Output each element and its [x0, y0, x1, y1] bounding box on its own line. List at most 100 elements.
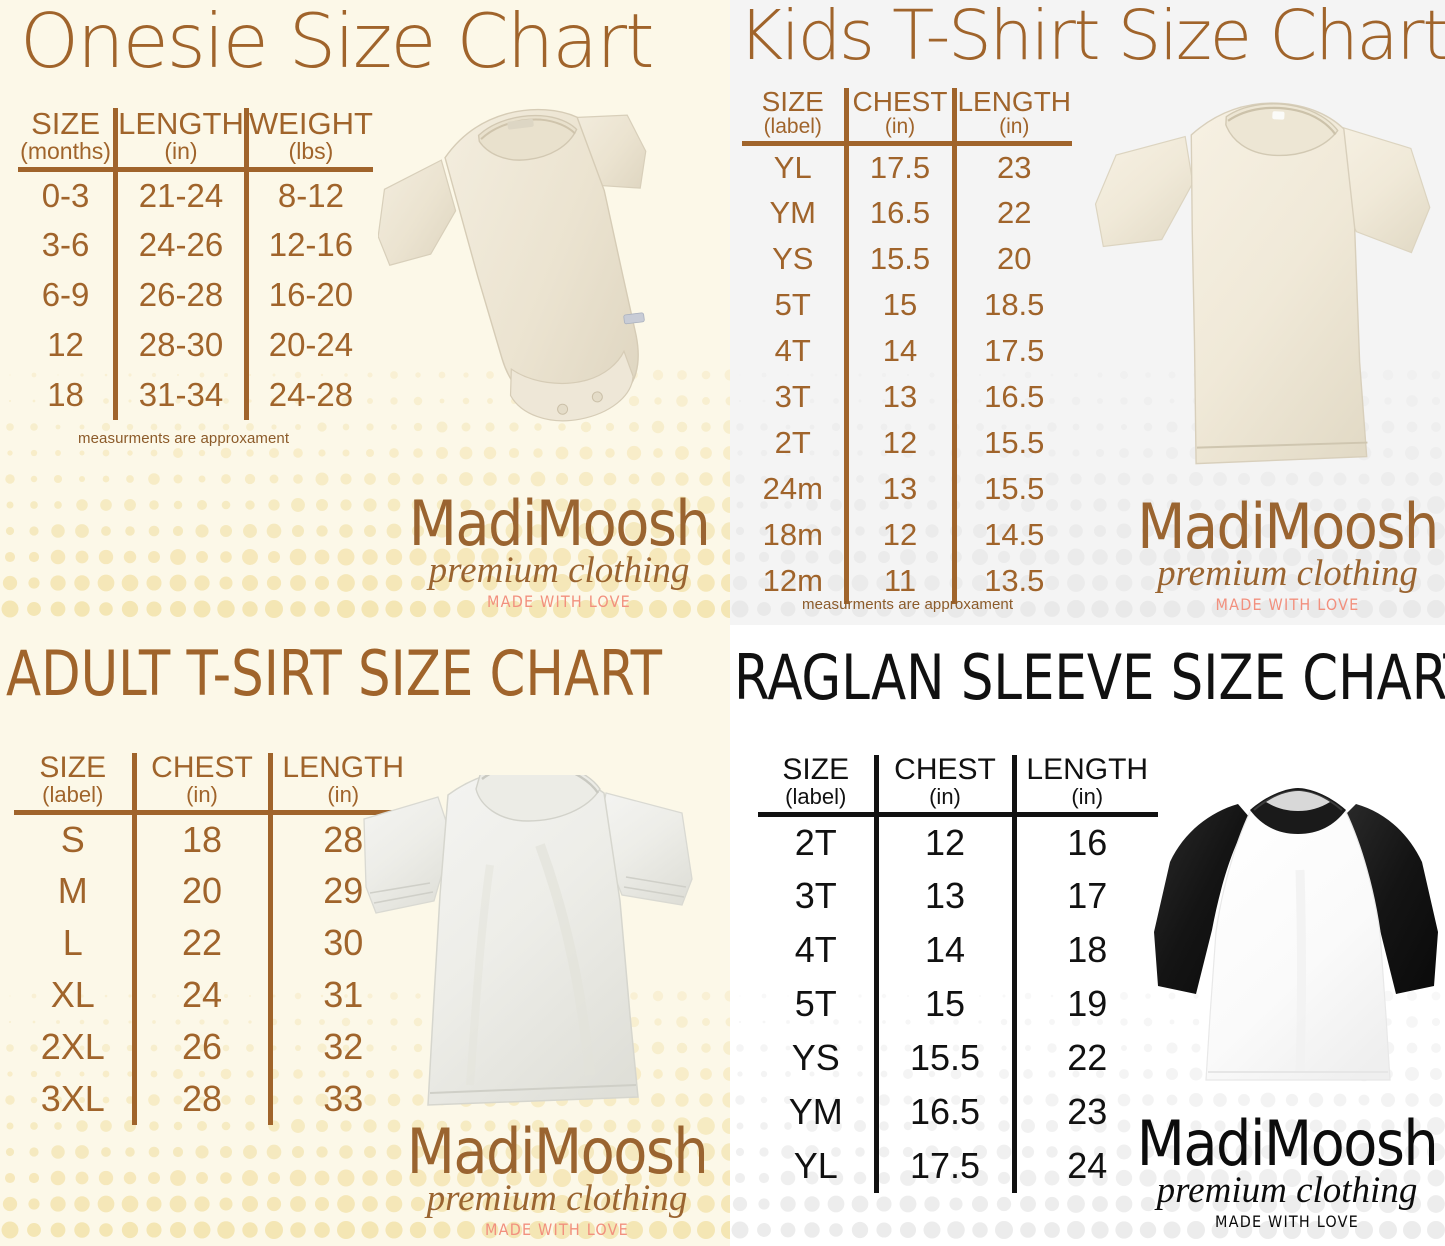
table-header-row: SIZE (label) CHEST (in) LENGTH (in) — [14, 753, 414, 816]
cell-measure-1: 31-34 — [113, 369, 247, 420]
cell-size: 3-6 — [41, 226, 90, 264]
col-header-size: SIZE (label) — [758, 755, 876, 818]
panel-raglan-title: RAGLAN SLEEVE SIZE CHART — [734, 641, 1445, 714]
cell-measure-1: 16.5 — [843, 189, 954, 236]
cell-measure-2: 16.5 — [951, 373, 1072, 420]
col-header-chest: CHEST (in) — [843, 88, 954, 147]
col-header-size: SIZE (months) — [18, 108, 116, 173]
cell-size: 3XL — [40, 1077, 105, 1119]
cell-measure-2: 8-12 — [243, 169, 373, 220]
brand-logo-adult: MadiMoosh premium clothing MADE WITH LOV… — [406, 1115, 709, 1239]
cell-size: L — [62, 921, 83, 963]
cell-measure-2: 12-16 — [243, 219, 373, 270]
cell-size: 3T — [794, 874, 837, 916]
cell-measure-2: 16-20 — [243, 269, 373, 320]
cell-size: S — [60, 818, 85, 860]
cell-size: 5T — [794, 982, 837, 1024]
cell-size: 5T — [774, 287, 811, 323]
onesie-approximation-note: measurments are approxament — [78, 430, 290, 447]
table-row: 2XL 26 32 — [14, 1020, 414, 1073]
table-row: 2T 12 16 — [758, 814, 1158, 869]
panel-kids-tshirt: Kids T-Shirt Size Chart SIZE (label) CHE… — [730, 0, 1445, 625]
cell-size: 0-3 — [41, 177, 90, 215]
raglan-garment-image — [1150, 780, 1445, 1110]
cell-measure-2: 23 — [951, 143, 1072, 190]
cell-size: 6-9 — [41, 276, 90, 314]
cell-measure-1: 24-26 — [113, 219, 247, 270]
panel-raglan-sleeve: RAGLAN SLEEVE SIZE CHART SIZE (label) CH… — [730, 625, 1445, 1246]
kids-size-table: SIZE (label) CHEST (in) LENGTH (in) YL 17… — [742, 88, 1072, 604]
onesie-size-table: SIZE (months) LENGTH (in) WEIGHT (lbs) 0… — [18, 108, 373, 420]
table-row: 18m 12 14.5 — [742, 511, 1072, 558]
cell-size: 3T — [774, 379, 811, 415]
cell-measure-2: 15.5 — [951, 465, 1072, 512]
cell-measure-1: 21-24 — [113, 169, 247, 220]
cell-measure-2: 24-28 — [243, 369, 373, 420]
cell-measure-1: 22 — [131, 916, 270, 969]
onesie-table-body: 0-3 21-24 8-12 3-6 24-26 12-16 6-9 26-28 16-20 12… — [18, 169, 373, 420]
cell-measure-1: 15.5 — [843, 235, 954, 282]
cell-measure-2: 18.5 — [951, 281, 1072, 328]
cell-size: 2XL — [40, 1025, 105, 1067]
cell-measure-2: 16 — [1011, 814, 1158, 869]
col-header-size: SIZE (label) — [742, 88, 846, 147]
table-row: YM 16.5 23 — [758, 1084, 1158, 1139]
cell-size: 4T — [774, 333, 811, 369]
cell-size: M — [57, 869, 88, 911]
kids-tee-garment-image — [1085, 95, 1445, 495]
brand-logo-onesie: MadiMoosh premium clothing MADE WITH LOV… — [408, 487, 711, 611]
table-row: 3T 13 17 — [758, 868, 1158, 923]
cell-size: YL — [793, 1144, 838, 1186]
table-row: YM 16.5 22 — [742, 189, 1072, 236]
brand-logo-raglan: MadiMoosh premium clothing MADE WITH LOV… — [1136, 1107, 1439, 1231]
brand-logo-kids: MadiMoosh premium clothing MADE WITH LOV… — [1137, 490, 1439, 614]
cell-measure-2: 18 — [1011, 922, 1158, 977]
col-header-length: LENGTH (in) — [267, 753, 414, 816]
cell-measure-2: 15.5 — [951, 419, 1072, 466]
cell-size: 18 — [47, 376, 84, 414]
table-header-row: SIZE (months) LENGTH (in) WEIGHT (lbs) — [18, 108, 373, 173]
cell-size: 2T — [794, 821, 837, 863]
cell-measure-1: 15.5 — [873, 1030, 1014, 1085]
table-row: YL 17.5 23 — [742, 143, 1072, 190]
cell-size: XL — [50, 973, 95, 1015]
col-header-length: LENGTH (in) — [951, 88, 1072, 147]
cell-measure-1: 20 — [131, 864, 270, 917]
cell-measure-2: 20-24 — [243, 319, 373, 370]
col-header-length: LENGTH (in) — [1011, 755, 1158, 818]
cell-measure-2: 22 — [1011, 1030, 1158, 1085]
kids-table-body: YL 17.5 23 YM 16.5 22 YS 15.5 20 5T 15 18.5 4T 14 17.5… — [742, 143, 1072, 604]
panel-kids-title: Kids T-Shirt Size Chart — [738, 0, 1445, 76]
cell-measure-2: 13.5 — [951, 557, 1072, 604]
cell-measure-1: 13 — [873, 868, 1014, 923]
cell-size: YS — [772, 241, 814, 277]
cell-measure-1: 16.5 — [873, 1084, 1014, 1139]
table-row: L 22 30 — [14, 916, 414, 969]
col-header-weight: WEIGHT (lbs) — [243, 108, 373, 173]
table-header-row: SIZE (label) CHEST (in) LENGTH (in) — [758, 755, 1158, 818]
col-header-chest: CHEST (in) — [131, 753, 270, 816]
cell-size: YL — [773, 150, 812, 186]
cell-measure-2: 31 — [267, 968, 414, 1021]
cell-measure-1: 26 — [131, 1020, 270, 1073]
adult-tee-garment-image — [330, 775, 730, 1115]
cell-size: 12 — [47, 326, 84, 364]
cell-measure-1: 13 — [843, 373, 954, 420]
cell-measure-1: 12 — [873, 814, 1014, 869]
table-row: 5T 15 19 — [758, 976, 1158, 1031]
cell-measure-2: 30 — [267, 916, 414, 969]
cell-measure-1: 15 — [873, 976, 1014, 1031]
cell-measure-2: 14.5 — [951, 511, 1072, 558]
cell-measure-1: 12 — [843, 511, 954, 558]
raglan-size-table: SIZE (label) CHEST (in) LENGTH (in) 2T 12… — [758, 755, 1158, 1193]
table-row: YS 15.5 22 — [758, 1030, 1158, 1085]
table-row: 18 31-34 24-28 — [18, 369, 373, 420]
cell-measure-2: 32 — [267, 1020, 414, 1073]
table-row: 24m 13 15.5 — [742, 465, 1072, 512]
col-header-length: LENGTH (in) — [113, 108, 247, 173]
cell-measure-1: 17.5 — [843, 143, 954, 190]
cell-measure-2: 24 — [1011, 1138, 1158, 1193]
cell-measure-2: 23 — [1011, 1084, 1158, 1139]
table-row: 0-3 21-24 8-12 — [18, 169, 373, 220]
cell-size: 18m — [762, 517, 823, 553]
